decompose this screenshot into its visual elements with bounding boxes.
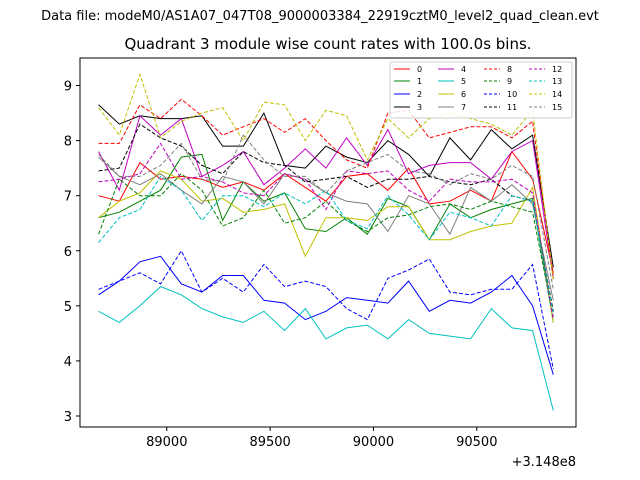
legend-label-10: 10 <box>507 90 517 99</box>
legend-label-8: 8 <box>507 65 512 74</box>
y-tick-label: 4 <box>64 355 72 370</box>
y-tick-label: 7 <box>64 190 72 205</box>
y-tick-label: 8 <box>64 135 72 150</box>
plot-frame <box>79 57 577 428</box>
series-line-7 <box>98 156 554 301</box>
x-tick-label: 89500 <box>249 435 290 450</box>
legend-label-13: 13 <box>552 77 562 86</box>
series-line-13 <box>98 175 554 315</box>
x-tick-label: 90000 <box>353 435 394 450</box>
series-line-6 <box>98 170 554 323</box>
legend-label-5: 5 <box>461 77 466 86</box>
legend-label-0: 0 <box>417 65 422 74</box>
legend-label-4: 4 <box>461 65 466 74</box>
series-line-8 <box>98 98 554 279</box>
series-line-11 <box>98 123 554 312</box>
chart-suptitle: Data file: modeM0/AS1A07_047T08_90000033… <box>41 9 599 24</box>
series-line-5 <box>98 286 554 411</box>
legend-label-9: 9 <box>507 77 512 86</box>
legend-label-12: 12 <box>552 65 562 74</box>
legend-label-11: 11 <box>507 103 517 112</box>
series-line-12 <box>98 142 554 320</box>
x-tick-label: 90500 <box>456 435 497 450</box>
series-line-9 <box>98 173 554 317</box>
series-line-4 <box>98 114 554 279</box>
legend-label-7: 7 <box>461 103 466 112</box>
series-line-15 <box>98 134 554 290</box>
series-line-14 <box>98 72 554 282</box>
legend-label-15: 15 <box>552 103 562 112</box>
plot-lines <box>98 72 554 411</box>
series-line-3 <box>98 104 554 268</box>
y-tick-label: 5 <box>64 300 72 315</box>
legend-label-6: 6 <box>461 90 466 99</box>
y-axis: 3 4 5 6 7 8 9 <box>64 80 80 425</box>
chart-title: Quadrant 3 module wise count rates with … <box>124 35 531 53</box>
legend-label-3: 3 <box>417 103 422 112</box>
legend-box <box>389 61 573 119</box>
x-axis: 89000 89500 90000 90500 <box>146 427 497 450</box>
x-tick-label: 89000 <box>146 435 187 450</box>
y-tick-label: 3 <box>64 410 72 425</box>
series-line-2 <box>98 255 554 375</box>
y-tick-label: 9 <box>64 80 72 95</box>
series-line-10 <box>98 249 554 370</box>
legend-label-14: 14 <box>552 90 562 99</box>
legend-label-1: 1 <box>417 77 422 86</box>
series-line-0 <box>98 150 554 273</box>
legend-label-2: 2 <box>417 90 422 99</box>
x-offset-text: +3.148e8 <box>512 455 576 470</box>
series-line-1 <box>98 153 554 323</box>
y-tick-label: 6 <box>64 245 72 260</box>
